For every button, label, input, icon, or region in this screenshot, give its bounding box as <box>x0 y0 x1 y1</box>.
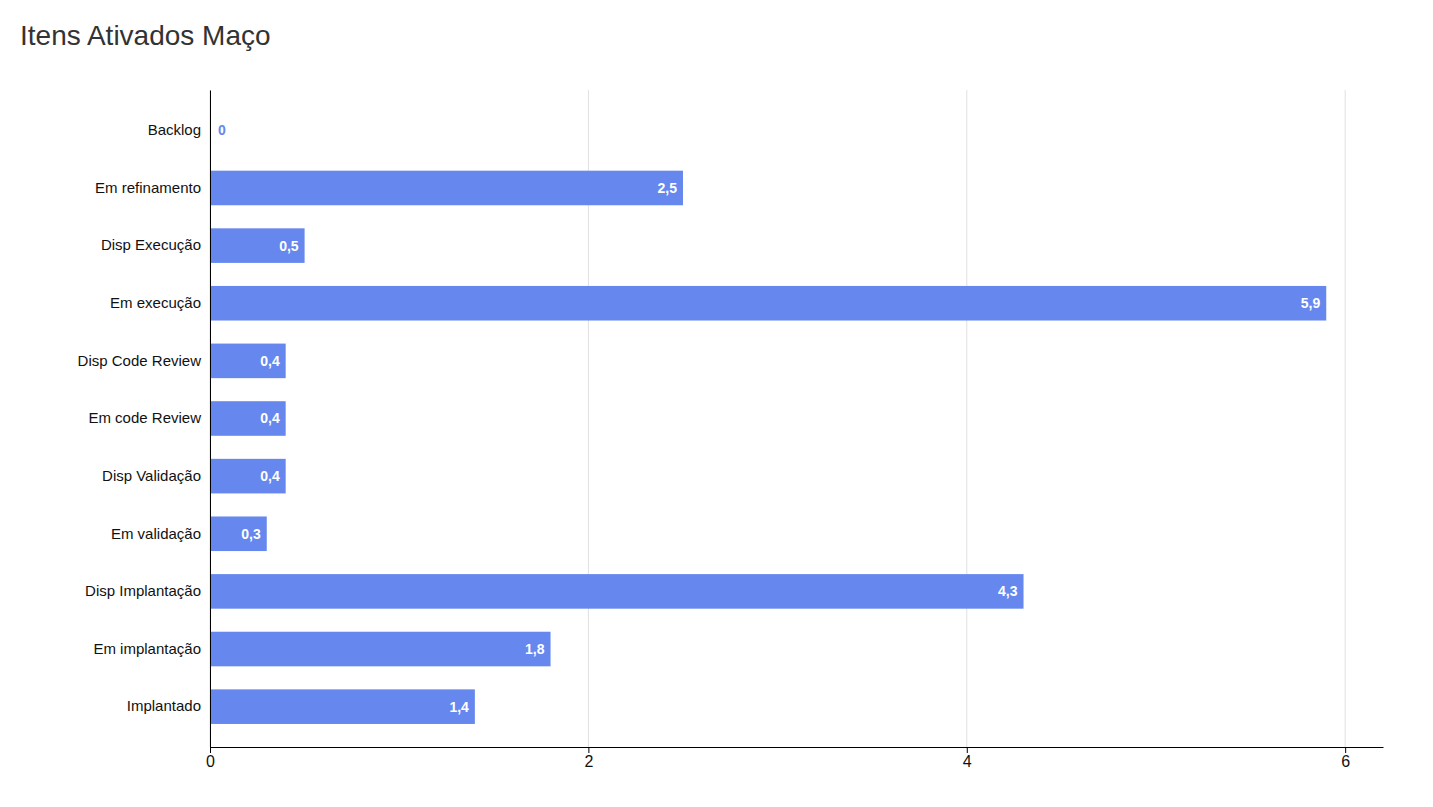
bar <box>210 286 1326 321</box>
y-tick-label: Em refinamento <box>95 179 201 196</box>
x-tick-label: 4 <box>963 753 972 770</box>
bar <box>210 459 286 494</box>
chart-title: Itens Ativados Maço <box>20 20 271 51</box>
bars <box>210 171 1326 724</box>
y-tick-label: Em implantação <box>93 640 201 657</box>
x-tick-label: 0 <box>206 753 215 770</box>
bar <box>210 171 683 206</box>
x-tick-mark <box>967 747 968 753</box>
data-label: 2,5 <box>658 180 678 196</box>
y-tick-label: Disp Validação <box>102 467 201 484</box>
x-tick: 6 <box>1341 747 1350 770</box>
x-tick-label: 2 <box>584 753 593 770</box>
y-tick: Em execução <box>110 294 201 311</box>
y-tick: Disp Code Review <box>78 352 202 369</box>
data-label: 0,5 <box>279 238 299 254</box>
data-label: 0,3 <box>241 526 261 542</box>
x-tick: 2 <box>584 747 593 770</box>
data-label: 1,8 <box>525 641 545 657</box>
data-label: 0,4 <box>260 468 280 484</box>
x-tick: 0 <box>206 747 215 770</box>
grid-line <box>1345 90 1346 747</box>
grid-line <box>966 90 967 747</box>
bar <box>210 228 305 263</box>
y-tick: Disp Implantação <box>85 582 201 599</box>
chart-svg: Itens Ativados Maço 0 2 4 6 Backlog Em refinam… <box>0 0 1433 807</box>
x-tick: 4 <box>963 747 972 770</box>
data-label: 0,4 <box>260 353 280 369</box>
x-tick-mark <box>1345 747 1346 753</box>
y-tick: Em code Review <box>88 409 201 426</box>
bar <box>210 632 551 667</box>
y-tick-label: Disp Execução <box>101 236 201 253</box>
data-label: 5,9 <box>1301 295 1321 311</box>
grid <box>210 90 1345 747</box>
bar <box>210 689 475 724</box>
y-tick-label: Disp Code Review <box>78 352 202 369</box>
grid-line <box>210 90 211 747</box>
data-label: 1,4 <box>449 699 469 715</box>
x-tick-mark <box>210 747 211 753</box>
y-axis: Backlog Em refinamento Disp Execução Em exe… <box>78 91 211 748</box>
y-tick-label: Em validação <box>111 525 201 542</box>
y-tick-label: Disp Implantação <box>85 582 201 599</box>
bar <box>210 516 267 551</box>
plot-area: 0 2 4 6 Backlog Em refinamento Disp Execução Em… <box>78 90 1384 770</box>
data-labels: 0 2,5 0,5 5,9 0,4 0,4 0,4 0,3 4,3 1,8 1,4 <box>218 122 1320 714</box>
x-tick-mark <box>588 747 589 753</box>
y-tick: Implantado <box>127 697 201 714</box>
y-tick-label: Implantado <box>127 697 201 714</box>
y-tick: Em implantação <box>93 640 201 657</box>
y-tick: Disp Execução <box>101 236 201 253</box>
y-tick: Em validação <box>111 525 201 542</box>
bar <box>210 574 1024 609</box>
y-axis-line <box>210 91 211 748</box>
y-tick-label: Em code Review <box>88 409 201 426</box>
x-axis: 0 2 4 6 <box>206 747 1383 770</box>
x-tick-label: 6 <box>1341 753 1350 770</box>
bar <box>210 401 286 436</box>
data-label: 0 <box>218 122 226 138</box>
y-tick-label: Em execução <box>110 294 201 311</box>
data-label: 4,3 <box>998 583 1018 599</box>
bar <box>210 344 286 379</box>
x-axis-line <box>211 747 1384 748</box>
y-tick: Disp Validação <box>102 467 201 484</box>
data-label: 0,4 <box>260 410 280 426</box>
y-tick-label: Backlog <box>148 121 201 138</box>
y-tick: Em refinamento <box>95 179 201 196</box>
y-tick: Backlog <box>148 121 201 138</box>
